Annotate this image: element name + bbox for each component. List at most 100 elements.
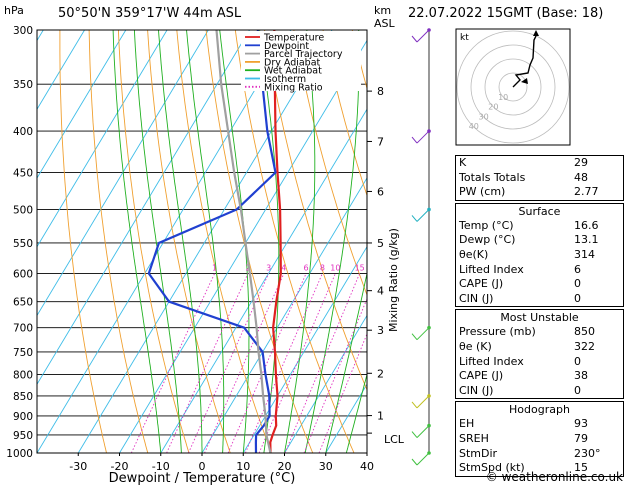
series-parcel-trajectory <box>215 30 272 453</box>
isotherm-line <box>37 30 127 179</box>
dry-adiabat-line <box>293 30 367 297</box>
x-tick-label: 30 <box>319 460 333 473</box>
table-row: CAPE (J) 0 <box>456 277 623 292</box>
lcl-label: LCL <box>384 433 405 446</box>
series-dewpoint <box>147 30 277 453</box>
dry-adiabat-line <box>117 30 190 453</box>
row-value: 0 <box>574 277 581 291</box>
row-value: 15 <box>574 461 588 475</box>
row-key: CAPE (J) <box>459 369 504 383</box>
dry-adiabat-line <box>176 30 272 453</box>
table-row: Pressure (mb) 850 <box>456 325 623 340</box>
hodo-ring-label: 20 <box>488 103 498 112</box>
pressure-tick-label: 550 <box>13 238 33 250</box>
row-value: 0 <box>574 354 581 368</box>
mixing-ratio-label: 10 <box>330 264 340 273</box>
legend-entry: Isotherm <box>264 74 306 85</box>
plot-frame <box>36 29 368 454</box>
mixing-ratio-line <box>130 273 216 453</box>
isotherm-line <box>201 177 367 453</box>
table-row: CIN (J) 0 <box>456 384 623 399</box>
pressure-tick-label: 750 <box>13 347 33 359</box>
hodo-storm-arrow <box>521 78 528 84</box>
row-value: 93 <box>574 417 588 431</box>
isotherm-line <box>77 30 333 453</box>
x-tick-label: 0 <box>199 460 206 473</box>
mixing-ratio-line <box>284 273 361 453</box>
row-key: Pressure (mb) <box>459 325 536 339</box>
x-tick-label: -30 <box>69 460 87 473</box>
date-title: 22.07.2022 15GMT (Base: 18) <box>408 6 604 21</box>
hodo-ring <box>498 72 528 102</box>
hodo-kt-label: kt <box>460 33 469 43</box>
x-tick-label: 40 <box>360 460 374 473</box>
pressure-tick-label: 600 <box>13 269 33 281</box>
most-unstable-title: Most Unstable <box>500 311 579 325</box>
km-tick-label: 8 <box>377 85 384 98</box>
wind-barb-flag <box>411 333 418 341</box>
table-row: Lifted Index 0 <box>456 355 623 370</box>
row-key: CAPE (J) <box>459 277 504 291</box>
hodo-ring <box>456 30 570 144</box>
row-value: 79 <box>574 431 588 445</box>
isotherm-line <box>37 30 209 317</box>
table-row: SREH 79 <box>456 432 623 447</box>
wet-adiabat-line <box>304 30 360 453</box>
dry-adiabat-line <box>264 30 367 391</box>
table-row: CAPE (J) 38 <box>456 369 623 384</box>
mixing-ratio-line <box>258 273 336 453</box>
mixing-ratio-line <box>166 273 249 453</box>
km-tick-label: 1 <box>377 410 384 423</box>
wind-barb-shaft <box>416 425 430 438</box>
wet-adiabat-line <box>158 30 203 453</box>
row-key: θe (K) <box>459 339 492 353</box>
wet-adiabat-line <box>284 30 316 453</box>
mixing-ratio-label: 6 <box>304 264 309 273</box>
row-key: SREH <box>459 431 489 445</box>
footer-credit: © weatheronline.co.uk <box>485 470 623 484</box>
wind-barbs <box>411 28 431 466</box>
pressure-tick-label: 300 <box>13 25 33 37</box>
location-title: 50°50'N 359°17'W 44m ASL <box>58 6 242 21</box>
hodo-arrow <box>533 30 539 36</box>
row-value: 6 <box>574 262 581 276</box>
table-row: Totals Totals 48 <box>456 171 623 186</box>
hodograph-box: Hodograph EH 93 SREH 79 StmDir 230° StmSpd (kt… <box>455 401 624 477</box>
wind-barb-flag <box>411 401 418 409</box>
mixing-ratio-label: 3 <box>266 264 271 273</box>
row-key: CIN (J) <box>459 383 494 397</box>
row-key: EH <box>459 417 475 431</box>
row-value: 0 <box>574 383 581 397</box>
row-value: 850 <box>574 325 595 339</box>
isotherm-line <box>37 30 85 111</box>
row-value: 38 <box>574 369 588 383</box>
row-value: 2.77 <box>574 185 599 199</box>
pressure-tick-label: 800 <box>13 370 33 382</box>
mixing-ratio-label: 2 <box>245 264 250 273</box>
hodo-ring-label: 40 <box>469 122 479 131</box>
wet-adiabat-line <box>186 30 225 453</box>
dry-adiabat-line <box>234 30 355 453</box>
mixing-ratio-label: 8 <box>320 264 325 273</box>
row-value: 29 <box>574 156 588 169</box>
table-row: StmDir 230° <box>456 447 623 462</box>
table-row: θe (K) 322 <box>456 340 623 355</box>
row-key: StmDir <box>459 446 498 460</box>
legend-entry: Dry Adiabat <box>264 57 321 68</box>
row-key: Dewp (°C) <box>459 233 516 247</box>
km-tick-label: 4 <box>377 285 384 298</box>
table-row: EH 93 <box>456 417 623 432</box>
pressure-tick-label: 350 <box>13 79 33 91</box>
hodograph-title: Hodograph <box>509 403 570 417</box>
most-unstable-box: Most Unstable Pressure (mb) 850 θe (K) 322 L… <box>455 309 624 400</box>
table-row: K 29 <box>456 156 623 171</box>
x-tick-label: 10 <box>236 460 250 473</box>
pressure-tick-label: 700 <box>13 323 33 335</box>
legend-entry: Wet Adiabat <box>264 66 322 77</box>
legend-entry: Dewpoint <box>264 41 309 52</box>
row-value: 314 <box>574 247 595 261</box>
mixing-ratio-line <box>318 332 367 453</box>
pressure-tick-label: 1000 <box>6 448 33 460</box>
isotherm-line <box>160 108 367 453</box>
